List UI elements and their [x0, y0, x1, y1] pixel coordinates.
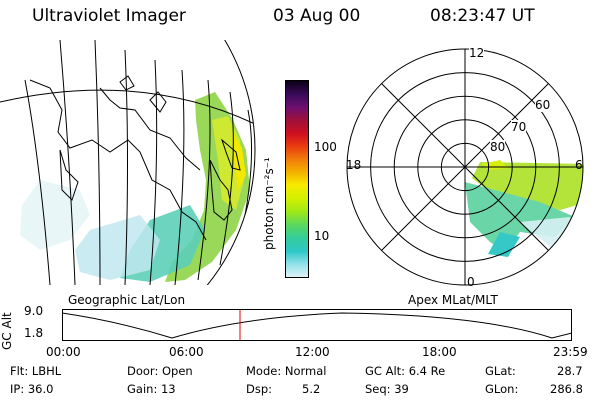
graticule	[0, 40, 255, 285]
mlat-label-80: 80	[490, 140, 506, 154]
glon-value: 286.8	[550, 382, 583, 396]
altitude-y-tick-max: 9.0	[24, 304, 44, 318]
time-tick-1800: 18:00	[422, 345, 457, 359]
observation-time: 08:23:47 UT	[430, 6, 535, 26]
colorbar-tick-100: 100	[314, 140, 337, 154]
mlt-label-18: 18	[346, 158, 362, 172]
right-panel-label: Apex MLat/MLT	[408, 293, 498, 307]
geographic-map	[0, 40, 256, 285]
mlat-label-60: 60	[535, 98, 551, 112]
globe-limb	[206, 40, 256, 285]
mlt-label-6: 6	[575, 158, 583, 172]
observation-date: 03 Aug 00	[273, 6, 361, 26]
glat-label: GLat:	[485, 364, 516, 378]
mlt-label-12: 12	[469, 46, 485, 60]
altitude-curve	[62, 312, 572, 339]
colorbar-tick-10: 10	[314, 229, 330, 243]
left-panel-label: Geographic Lat/Lon	[68, 293, 186, 307]
mlat-label-70: 70	[511, 120, 527, 134]
dsp-label: Dsp:	[246, 382, 273, 396]
time-tick-0600: 06:00	[169, 345, 204, 359]
gain-readout: Gain: 13	[127, 382, 176, 396]
colorbar-unit-label: photon cm⁻²s⁻¹	[262, 157, 276, 250]
altitude-plot	[62, 309, 572, 341]
time-tick-1200: 12:00	[295, 345, 330, 359]
colorbar	[285, 80, 309, 278]
polar-plot	[346, 48, 584, 286]
time-tick-0000: 00:00	[46, 345, 81, 359]
door-readout: Door: Open	[127, 364, 193, 378]
time-tick-2359: 23:59	[553, 345, 588, 359]
mlt-line-diag-b	[381, 83, 549, 251]
glon-label: GLon:	[485, 382, 519, 396]
instrument-title: Ultraviolet Imager	[32, 6, 186, 26]
polar-aurora	[465, 160, 583, 257]
mode-readout: Mode: Normal	[246, 364, 327, 378]
altitude-y-tick-min: 1.8	[24, 326, 44, 340]
altitude-y-label: GC Alt	[0, 312, 14, 350]
dsp-value: 5.2	[302, 382, 321, 396]
ip-readout: IP: 36.0	[10, 382, 54, 396]
coastlines	[29, 75, 241, 241]
gc-alt-readout: GC Alt: 6.4 Re	[365, 364, 446, 378]
glat-value: 28.7	[557, 364, 583, 378]
seq-readout: Seq: 39	[365, 382, 409, 396]
filter-readout: Flt: LBHL	[10, 364, 62, 378]
mlt-label-0: 0	[467, 275, 475, 289]
